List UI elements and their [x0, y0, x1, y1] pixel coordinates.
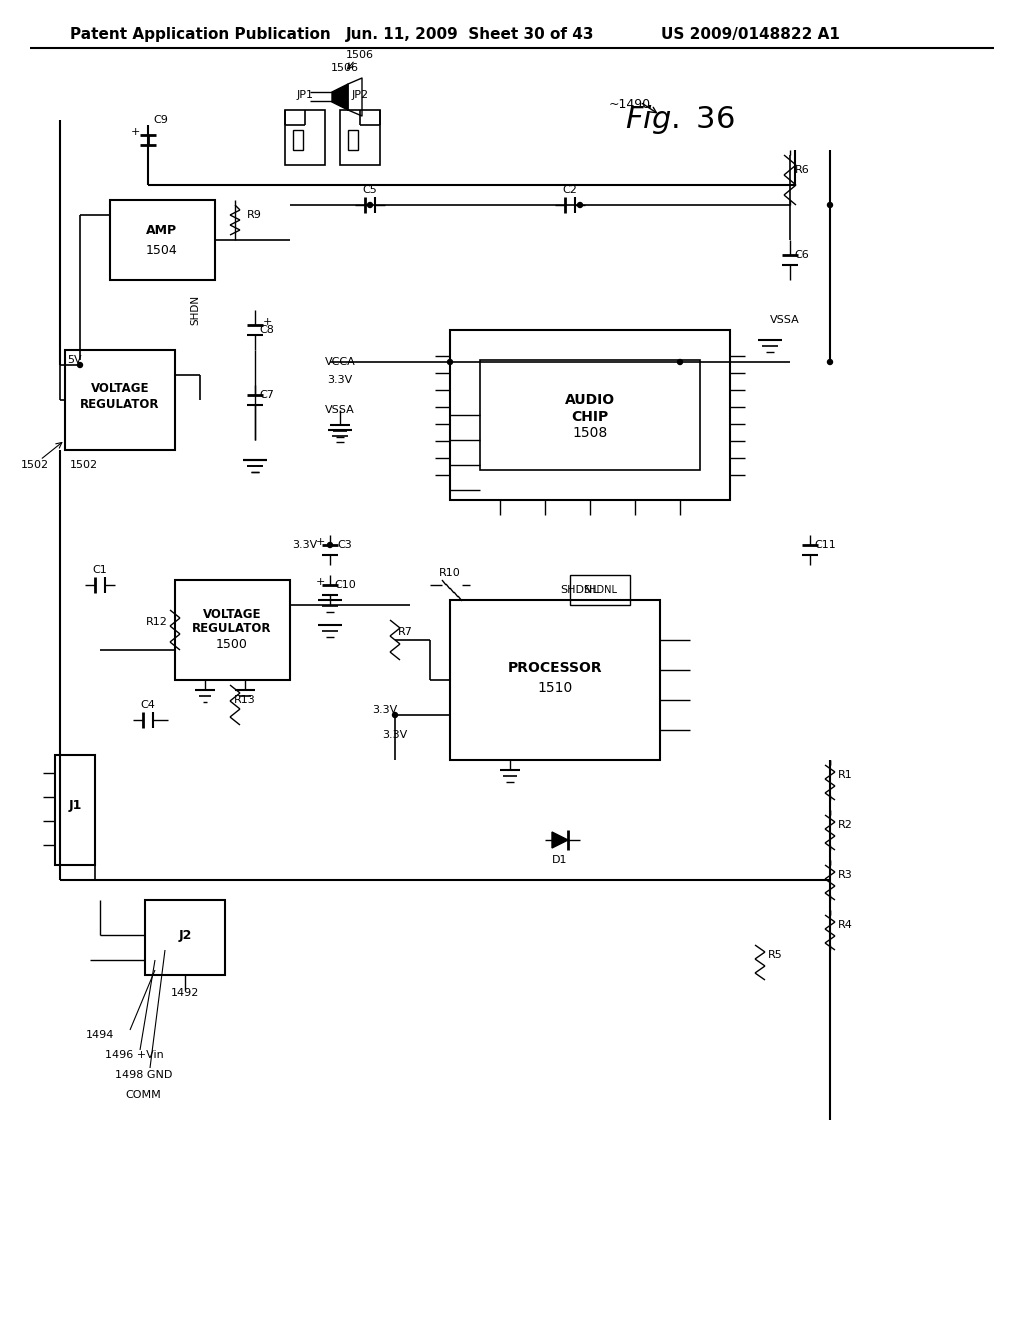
Circle shape [827, 359, 833, 364]
Bar [55, 755, 95, 865]
Text: REGULATOR: REGULATOR [80, 397, 160, 411]
Circle shape [368, 202, 373, 207]
Text: R5: R5 [768, 950, 782, 960]
Text: JP1: JP1 [297, 90, 313, 100]
Bar [293, 129, 303, 150]
Text: +: + [315, 577, 325, 587]
Bar [145, 900, 225, 975]
Text: R1: R1 [838, 770, 852, 780]
Circle shape [578, 202, 583, 207]
Text: 1502: 1502 [70, 459, 98, 470]
Text: J1: J1 [69, 799, 82, 812]
Circle shape [392, 713, 397, 718]
Circle shape [328, 543, 333, 548]
Bar [570, 576, 630, 605]
Text: C10: C10 [334, 579, 356, 590]
Text: R4: R4 [838, 920, 852, 931]
Text: 3.3V: 3.3V [328, 375, 352, 385]
Text: C4: C4 [140, 700, 156, 710]
Polygon shape [552, 832, 568, 847]
Text: C8: C8 [259, 325, 274, 335]
Text: C3: C3 [338, 540, 352, 550]
Text: PROCESSOR: PROCESSOR [508, 661, 602, 675]
Circle shape [827, 202, 833, 207]
Text: +: + [262, 317, 271, 327]
Text: C6: C6 [795, 249, 809, 260]
Text: VCCA: VCCA [325, 356, 355, 367]
Polygon shape [332, 84, 348, 110]
Text: JP2: JP2 [351, 90, 369, 100]
Text: VOLTAGE: VOLTAGE [203, 609, 261, 622]
Text: 1506: 1506 [331, 63, 359, 73]
Text: 1508: 1508 [572, 426, 607, 440]
Circle shape [78, 363, 83, 367]
Text: R2: R2 [838, 820, 852, 830]
Text: Jun. 11, 2009  Sheet 30 of 43: Jun. 11, 2009 Sheet 30 of 43 [346, 28, 594, 42]
Text: R3: R3 [838, 870, 852, 880]
Text: C7: C7 [259, 389, 274, 400]
Circle shape [678, 359, 683, 364]
Bar [285, 110, 325, 165]
Text: D1: D1 [552, 855, 567, 865]
Text: 3.3V: 3.3V [293, 540, 317, 550]
Bar [450, 601, 660, 760]
Text: R6: R6 [795, 165, 809, 176]
Text: AMP: AMP [146, 223, 177, 236]
Bar [65, 350, 175, 450]
Text: C2: C2 [562, 185, 578, 195]
Text: SHDNL: SHDNL [561, 585, 599, 595]
Text: 3.3V: 3.3V [373, 705, 397, 715]
Bar [450, 330, 730, 500]
Text: VSSA: VSSA [326, 405, 355, 414]
Text: C9: C9 [153, 115, 168, 125]
Text: 1494: 1494 [86, 1030, 115, 1040]
Text: C1: C1 [92, 565, 108, 576]
Text: AUDIO: AUDIO [565, 393, 615, 407]
Text: REGULATOR: REGULATOR [193, 622, 271, 635]
Circle shape [447, 359, 453, 364]
Text: +: + [131, 127, 140, 137]
Text: ~1490: ~1490 [609, 99, 651, 111]
Text: 1506: 1506 [346, 50, 374, 59]
Bar [175, 579, 290, 680]
Bar [348, 129, 358, 150]
Text: R7: R7 [397, 627, 413, 638]
Text: 3.3V: 3.3V [382, 730, 408, 741]
Text: 1496 +Vin: 1496 +Vin [105, 1049, 164, 1060]
Text: R13: R13 [234, 696, 256, 705]
Text: R9: R9 [247, 210, 262, 220]
Bar [340, 110, 380, 165]
Text: 1502: 1502 [20, 459, 49, 470]
Text: 5V: 5V [67, 355, 82, 366]
Text: 1492: 1492 [171, 987, 200, 998]
Bar [110, 201, 215, 280]
Text: R12: R12 [146, 616, 168, 627]
Text: COMM: COMM [125, 1090, 161, 1100]
Text: 1498 GND: 1498 GND [115, 1071, 172, 1080]
Text: VSSA: VSSA [770, 315, 800, 325]
Text: J2: J2 [178, 928, 191, 941]
Text: C5: C5 [362, 185, 378, 195]
Text: C11: C11 [814, 540, 836, 550]
Text: CHIP: CHIP [571, 411, 608, 424]
Text: $\mathit{Fig.\ 36}$: $\mathit{Fig.\ 36}$ [625, 103, 735, 136]
Text: US 2009/0148822 A1: US 2009/0148822 A1 [660, 28, 840, 42]
Text: 1500: 1500 [216, 638, 248, 651]
Text: +: + [315, 537, 325, 546]
Text: VOLTAGE: VOLTAGE [91, 381, 150, 395]
Text: 1504: 1504 [146, 243, 178, 256]
Text: 1510: 1510 [538, 681, 572, 696]
Bar [480, 360, 700, 470]
Text: R10: R10 [439, 568, 461, 578]
Text: Patent Application Publication: Patent Application Publication [70, 28, 331, 42]
Text: SHDNL: SHDNL [583, 585, 617, 595]
Text: SHDN: SHDN [190, 294, 200, 325]
